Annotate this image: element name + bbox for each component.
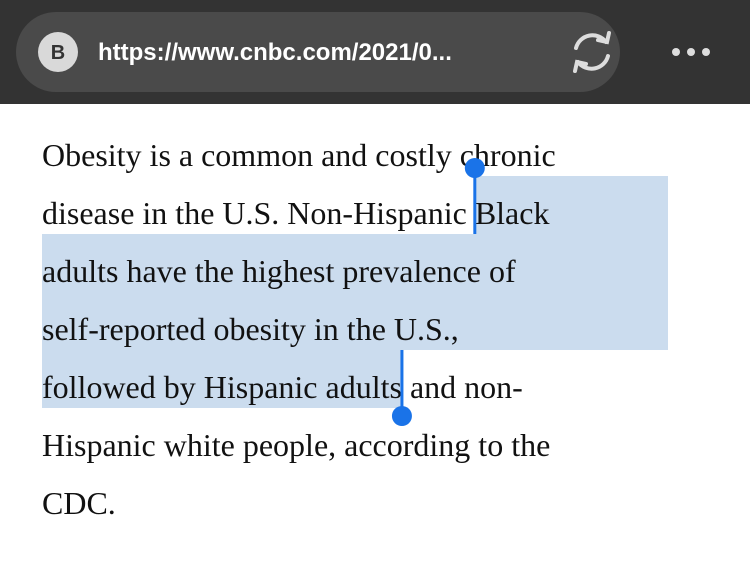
text-segment: disease in the U.S. Non-Hispanic (42, 195, 475, 231)
reload-arrow (573, 59, 588, 73)
selection-end-knob (391, 406, 412, 426)
text-segment: followed by Hispanic adults (42, 369, 402, 405)
selection-highlight (42, 350, 402, 408)
selection-highlight (42, 234, 668, 292)
reload-arrow (596, 31, 611, 45)
selection (42, 176, 668, 408)
url[interactable]: https://www.cnbc.com/2021/0... (98, 39, 452, 66)
reload-arc (574, 33, 608, 50)
menu-dot (687, 48, 695, 56)
menu-button[interactable] (672, 48, 710, 56)
text-segment: self-reported obesity in the U.S., (42, 311, 459, 347)
text-segment: Hispanic white people, according to the (42, 427, 550, 463)
selection-start-knob (464, 158, 485, 178)
address-bar[interactable] (16, 12, 620, 92)
text-segment: adults have the highest prevalence of (42, 253, 516, 289)
reload-button[interactable] (573, 31, 611, 73)
reload-arc (576, 54, 610, 71)
selection-highlight (474, 176, 668, 234)
selection-highlight (42, 292, 668, 350)
text-segment: CDC. (42, 485, 116, 521)
favicon (38, 32, 78, 72)
menu-dot (702, 48, 710, 56)
favicon-letter: B (51, 42, 65, 64)
text-segment: Black (475, 195, 550, 231)
article-text: Obesity is a common and costly chronicdi… (42, 137, 556, 521)
text-segment: and non- (402, 369, 523, 405)
menu-dot (672, 48, 680, 56)
